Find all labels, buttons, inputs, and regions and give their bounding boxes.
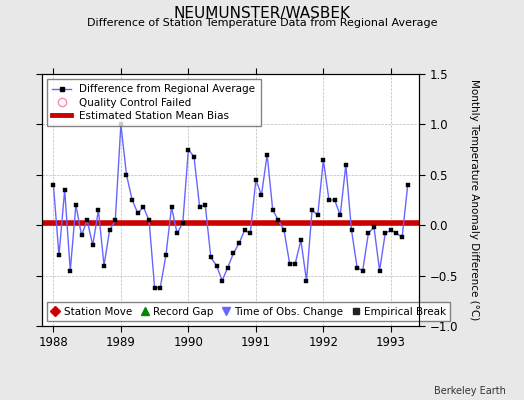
Difference from Regional Average	[258, 192, 265, 197]
Legend: Station Move, Record Gap, Time of Obs. Change, Empirical Break: Station Move, Record Gap, Time of Obs. C…	[47, 302, 450, 321]
Line: Difference from Regional Average: Difference from Regional Average	[51, 122, 410, 290]
Text: Berkeley Earth: Berkeley Earth	[434, 386, 506, 396]
Y-axis label: Monthly Temperature Anomaly Difference (°C): Monthly Temperature Anomaly Difference (…	[469, 79, 479, 321]
Text: NEUMUNSTER/WASBEK: NEUMUNSTER/WASBEK	[173, 6, 351, 21]
Difference from Regional Average	[287, 261, 293, 266]
Difference from Regional Average	[95, 208, 102, 212]
Text: Difference of Station Temperature Data from Regional Average: Difference of Station Temperature Data f…	[87, 18, 437, 28]
Difference from Regional Average	[292, 261, 298, 266]
Difference from Regional Average	[118, 122, 124, 127]
Difference from Regional Average	[151, 285, 158, 290]
Difference from Regional Average	[405, 182, 411, 187]
Difference from Regional Average	[50, 182, 57, 187]
Difference from Regional Average	[236, 241, 242, 246]
Difference from Regional Average	[208, 255, 214, 260]
